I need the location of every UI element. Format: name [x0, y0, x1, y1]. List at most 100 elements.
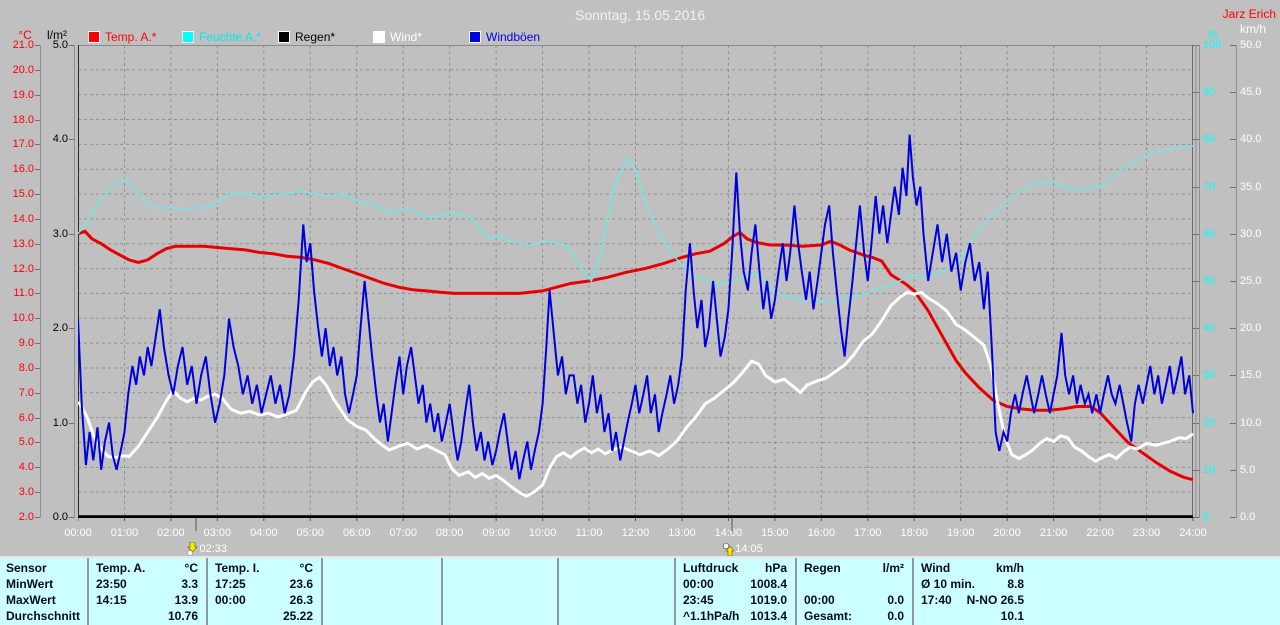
stats-column-separator — [557, 558, 559, 625]
stats-value: 17:40 N-NO 26.5 — [913, 593, 1033, 609]
stats-header: Temp. A. °C — [88, 561, 207, 577]
temp-tick-label: 6.0 — [18, 411, 34, 424]
temp-tick-label: 12.0 — [12, 262, 34, 275]
x-tick-label: 07:00 — [389, 527, 417, 539]
stats-row-label: MaxWert — [6, 593, 56, 607]
x-tick-label: 09:00 — [482, 527, 510, 539]
wind-tick — [1230, 517, 1236, 518]
stats-value: 00:00 0.0 — [796, 593, 913, 609]
x-tick-label: 11:00 — [575, 527, 603, 539]
wind-tick-label: 0.0 — [1240, 511, 1256, 523]
temp-tick-label: 15.0 — [12, 188, 34, 201]
humidity-axis-unit: % — [1207, 28, 1219, 42]
temp-tick — [35, 194, 41, 196]
series-line-temp-a- — [77, 229, 1194, 482]
temp-tick-label: 3.0 — [18, 486, 34, 499]
rain-axis-line — [74, 45, 75, 518]
stats-value: 23:50 3.3 — [88, 577, 207, 593]
hum-tick-label: 50 — [1203, 275, 1216, 287]
moonset-marker: 02:33 — [186, 541, 227, 557]
legend-swatch-icon — [373, 31, 385, 43]
stats-column-separator — [321, 558, 323, 625]
temp-tick-label: 8.0 — [18, 361, 34, 374]
stats-value-right: 0.0 — [887, 593, 904, 607]
wind-tick — [1230, 139, 1236, 141]
temp-tick-label: 14.0 — [12, 212, 34, 225]
stats-value: 25.22 — [207, 609, 322, 625]
temp-tick — [35, 517, 41, 518]
x-tick-label: 18:00 — [900, 527, 929, 539]
temp-tick — [35, 169, 41, 171]
wind-tick-label: 30.0 — [1240, 227, 1262, 240]
stats-value-right: N-NO 26.5 — [966, 593, 1024, 607]
stats-value-right: 26.3 — [289, 593, 313, 607]
moonrise-marker: 14:05 — [722, 541, 763, 557]
stats-value: 00:00 1008.4 — [675, 577, 796, 593]
x-tick-label: 01:00 — [110, 527, 139, 539]
stats-value-left: 00:00 — [215, 593, 246, 607]
stats-value-right: 1013.4 — [750, 609, 787, 623]
legend-swatch-icon — [182, 31, 194, 43]
stats-value: 00:00 26.3 — [207, 593, 322, 609]
x-tick-label: 08:00 — [435, 527, 464, 539]
x-tick-label: 05:00 — [296, 527, 325, 539]
stats-value-left: Gesamt: — [804, 609, 853, 623]
temp-tick-label: 17.0 — [12, 138, 34, 151]
stats-value: 10.1 — [913, 609, 1033, 625]
stats-header: Temp. I. °C — [207, 561, 322, 577]
moonset-tick — [195, 518, 198, 531]
stats-column-separator — [795, 558, 797, 625]
temp-tick-label: 18.0 — [12, 113, 34, 126]
humidity-axis-line — [1199, 45, 1200, 518]
temp-tick — [35, 45, 41, 46]
x-tick-label: 15:00 — [761, 527, 789, 539]
x-tick-label: 21:00 — [1039, 527, 1068, 539]
stats-header-left: Temp. A. — [96, 561, 146, 575]
temp-axis-line — [40, 45, 41, 518]
stats-value-left: 17:40 — [921, 593, 952, 607]
wind-tick — [1230, 45, 1236, 46]
stats-value-left: 23:45 — [683, 593, 714, 607]
temp-tick — [35, 119, 41, 121]
wind-axis-unit: km/h — [1239, 22, 1266, 36]
temp-tick — [35, 492, 41, 494]
temp-tick — [35, 318, 41, 320]
stats-value-right: 23.6 — [289, 577, 313, 591]
x-tick-label: 04:00 — [250, 527, 278, 539]
x-tick-label: 20:00 — [993, 527, 1021, 539]
stats-row-label: MinWert — [6, 577, 54, 591]
wind-tick — [1230, 281, 1236, 282]
temp-tick — [35, 243, 41, 245]
stats-value-left: 14:15 — [96, 593, 127, 607]
stats-value-left: 23:50 — [96, 577, 127, 591]
hum-tick-label: 80 — [1203, 133, 1216, 146]
x-tick-label: 19:00 — [946, 527, 975, 539]
stats-value-right: 10.1 — [1000, 609, 1024, 623]
stats-header-left: Temp. I. — [215, 561, 260, 575]
rain-tick — [69, 233, 75, 235]
x-tick-label: 00:00 — [64, 527, 92, 539]
temp-tick-label: 13.0 — [12, 237, 34, 250]
x-tick-label: 14:00 — [714, 527, 743, 539]
x-tick-label: 17:00 — [854, 527, 882, 539]
temp-tick — [35, 69, 41, 71]
stats-value-right: 3.3 — [181, 577, 198, 591]
stats-header-right: °C — [299, 561, 313, 575]
wind-tick — [1230, 469, 1236, 471]
wind-tick-label: 10.0 — [1240, 416, 1262, 429]
stats-value-left: Ø 10 min. — [921, 577, 976, 591]
hum-tick-label: 20 — [1203, 416, 1216, 429]
rain-tick — [69, 328, 75, 330]
page-title: Sonntag, 15.05.2016 — [574, 7, 705, 23]
x-tick-label: 12:00 — [621, 527, 650, 539]
rain-tick-label: 1.0 — [52, 416, 68, 429]
temp-axis-unit: °C — [18, 28, 32, 42]
hum-tick-label: 10 — [1203, 463, 1216, 476]
stats-header-right: l/m² — [882, 561, 904, 575]
stats-value-left: ^1.1hPa/h — [683, 609, 740, 623]
rain-tick-label: 0.0 — [52, 511, 68, 523]
stats-value-right: 25.22 — [282, 609, 313, 623]
watermark-author: Jarz Erich — [1222, 7, 1276, 21]
legend-swatch-icon — [278, 31, 290, 43]
stats-header-right: km/h — [995, 561, 1024, 575]
